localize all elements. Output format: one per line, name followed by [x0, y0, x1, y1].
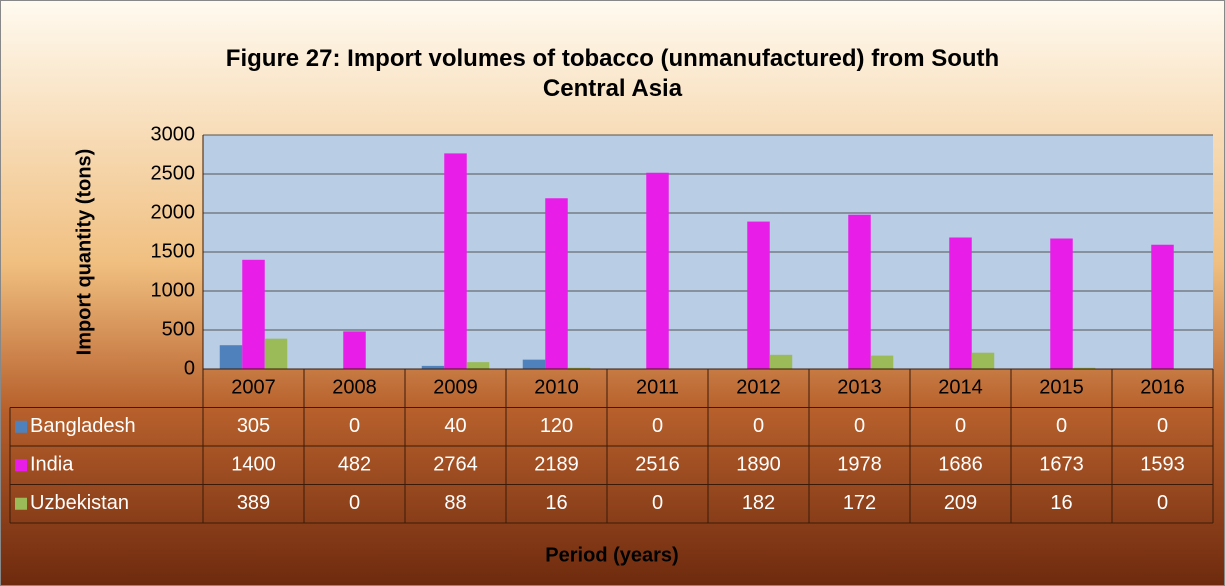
legend-label: Bangladesh	[30, 415, 136, 437]
table-value: 0	[652, 492, 663, 514]
bar	[343, 331, 366, 369]
table-value: 0	[854, 415, 865, 437]
bar	[747, 221, 770, 369]
legend-key	[15, 497, 27, 510]
bar	[971, 352, 995, 369]
table-value: 0	[753, 415, 764, 437]
legend-label: India	[30, 454, 74, 476]
y-axis-label: Import quantity (tons)	[73, 149, 95, 356]
y-tick-label: 2500	[151, 162, 196, 184]
y-tick-label: 500	[162, 318, 195, 340]
bar	[545, 198, 568, 369]
table-value: 389	[237, 492, 270, 514]
y-tick-label: 1000	[151, 279, 196, 301]
x-axis-label: Period (years)	[545, 544, 678, 566]
x-tick-label: 2010	[534, 377, 579, 399]
table-value: 2764	[433, 454, 478, 476]
bar	[949, 237, 972, 369]
bar	[848, 214, 871, 369]
table-value: 0	[955, 415, 966, 437]
bar	[1151, 244, 1174, 369]
x-tick-label: 2008	[332, 377, 377, 399]
legend-key	[15, 420, 27, 433]
bar	[769, 354, 793, 369]
table-value: 209	[944, 492, 977, 514]
y-tick-label: 2000	[151, 201, 196, 223]
table-value: 16	[1050, 492, 1072, 514]
x-tick-label: 2015	[1039, 377, 1084, 399]
table-value: 1890	[736, 454, 781, 476]
bar	[242, 259, 265, 369]
x-tick-label: 2013	[837, 377, 882, 399]
table-value: 482	[338, 454, 371, 476]
x-tick-label: 2007	[231, 377, 276, 399]
x-tick-label: 2011	[636, 377, 679, 399]
bar	[466, 362, 490, 369]
table-value: 0	[652, 415, 663, 437]
y-tick-label: 1500	[151, 240, 196, 262]
table-value: 1400	[231, 454, 276, 476]
bar	[646, 172, 669, 369]
table-value: 0	[1157, 415, 1168, 437]
table-value: 0	[1056, 415, 1067, 437]
table-value: 120	[540, 415, 573, 437]
table-value: 1978	[837, 454, 882, 476]
bar	[1072, 367, 1096, 369]
y-tick-label: 3000	[151, 123, 196, 145]
table-value: 1593	[1140, 454, 1185, 476]
bar	[522, 359, 546, 369]
bar	[1050, 238, 1073, 369]
bar	[567, 367, 591, 369]
table-value: 1673	[1039, 454, 1084, 476]
table-value: 0	[349, 415, 360, 437]
x-tick-label: 2009	[433, 377, 478, 399]
table-value: 2189	[534, 454, 579, 476]
table-value: 182	[742, 492, 775, 514]
legend-key	[15, 459, 27, 472]
chart-title: Figure 27: Import volumes of tobacco (un…	[225, 45, 1000, 102]
table-value: 40	[444, 415, 466, 437]
table-value: 2516	[635, 454, 680, 476]
table-value: 16	[545, 492, 567, 514]
table-value: 88	[444, 492, 466, 514]
table-value: 172	[843, 492, 876, 514]
bar	[444, 153, 467, 369]
x-tick-label: 2014	[938, 377, 983, 399]
x-tick-label: 2016	[1140, 377, 1185, 399]
table-value: 305	[237, 415, 270, 437]
bar	[870, 355, 894, 369]
table-value: 1686	[938, 454, 983, 476]
table-value: 0	[349, 492, 360, 514]
bar	[421, 365, 445, 369]
x-tick-label: 2012	[736, 377, 781, 399]
bar	[219, 345, 243, 369]
bar	[264, 338, 288, 369]
table-value: 0	[1157, 492, 1168, 514]
y-tick-label: 0	[184, 357, 195, 379]
legend-label: Uzbekistan	[30, 492, 129, 514]
